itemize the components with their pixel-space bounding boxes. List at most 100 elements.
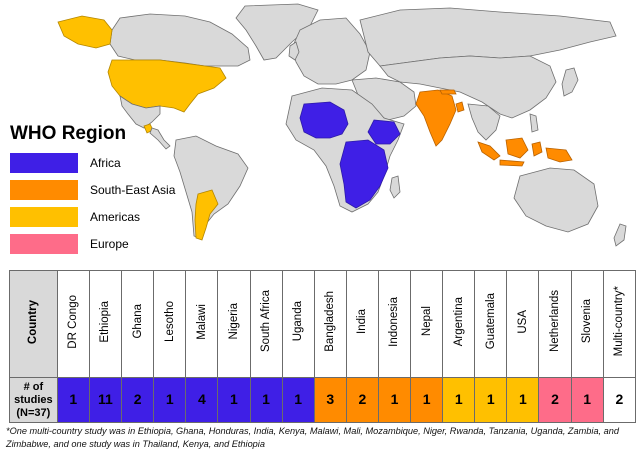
west-africa [299, 101, 349, 139]
legend-item-europe: Europe [10, 234, 190, 254]
legend-item-africa: Africa [10, 153, 190, 173]
study-count: 2 [133, 391, 142, 407]
country-name-cell-indonesia: Indonesia [377, 270, 412, 378]
study-count: 2 [551, 391, 559, 407]
country-name-cell-nigeria: Nigeria [217, 270, 251, 378]
indonesia-sumatra [477, 141, 501, 161]
country-name: Nepal [420, 306, 433, 337]
country-name-cell-dr-congo: DR Congo [56, 270, 90, 378]
legend-swatch-south-east-asia [10, 180, 78, 200]
country-name: Ethiopia [99, 300, 112, 343]
study-count: 1 [583, 391, 592, 407]
country-name-cell-malawi: Malawi [185, 270, 219, 378]
table-row-counts: # of studies (N=37) 1 11 2 1 4 1 1 1 3 2 1 1 1 1 1 2 1 2 [9, 377, 636, 423]
bangladesh [455, 101, 465, 113]
country-name: Lesotho [163, 301, 176, 342]
country-name-cell-south-africa: South Africa [249, 270, 283, 378]
country-name: South Africa [260, 290, 273, 353]
study-count: 1 [454, 391, 463, 407]
indonesia-borneo [505, 137, 529, 159]
usa [107, 59, 227, 113]
count-cell-netherlands: 2 [538, 377, 572, 423]
country-name-cell-ghana: Ghana [121, 270, 155, 378]
country-name-cell-india: India [345, 270, 379, 378]
central-southern-africa [339, 139, 389, 209]
world-map [57, 3, 627, 247]
country-name: Ghana [131, 304, 144, 339]
country-name-cell-ethiopia: Ethiopia [88, 270, 123, 378]
country-name: Bangladesh [324, 291, 337, 352]
nepal [439, 89, 457, 95]
count-cell-argentina: 1 [442, 377, 476, 423]
alaska [57, 15, 113, 49]
study-count: 1 [519, 391, 527, 407]
india [415, 89, 457, 147]
country-name: Nigeria [227, 303, 240, 340]
legend-label: Europe [90, 237, 129, 251]
study-count: 1 [165, 391, 174, 407]
footnote: *One multi-country study was in Ethiopia… [6, 426, 619, 449]
country-name: USA [516, 309, 529, 334]
madagascar [389, 175, 401, 199]
count-cell-slovenia: 1 [570, 377, 604, 423]
country-name-cell-slovenia: Slovenia [570, 270, 604, 378]
study-count: 4 [197, 391, 206, 407]
indonesia-java [499, 159, 525, 167]
header-country-cell: Country [9, 270, 58, 378]
country-name: Argentina [452, 296, 465, 347]
study-count: 1 [390, 391, 399, 407]
indonesia-papua [545, 147, 573, 163]
mexico [119, 95, 161, 129]
study-count: 1 [262, 391, 270, 407]
study-count: 1 [69, 391, 78, 407]
count-cell-south-africa: 1 [249, 377, 283, 423]
count-cell-usa: 1 [506, 377, 540, 423]
japan [561, 67, 579, 97]
study-count: 1 [422, 391, 431, 407]
country-name-cell-lesotho: Lesotho [153, 270, 187, 378]
legend-item-south-east-asia: South-East Asia [10, 180, 190, 200]
legend-swatch-americas [10, 207, 78, 227]
legend: WHO Region Africa South-East Asia Americ… [10, 123, 190, 261]
south-america [173, 135, 249, 239]
header-country: Country [27, 300, 40, 345]
count-cell-lesotho: 1 [153, 377, 187, 423]
study-count: 11 [98, 391, 113, 407]
country-name: Malawi [195, 303, 208, 340]
country-name: Indonesia [388, 296, 401, 347]
ethiopia [367, 119, 401, 145]
count-cell-nepal: 1 [410, 377, 444, 423]
country-name: India [356, 309, 369, 334]
header-studies-cell: # of studies (N=37) [9, 377, 58, 423]
greenland [235, 3, 319, 61]
study-count: 1 [486, 391, 495, 407]
country-name-cell-usa: USA [506, 270, 540, 378]
count-cell-indonesia: 1 [377, 377, 412, 423]
studies-table: Country DR Congo Ethiopia Ghana Lesotho Mala… [9, 270, 636, 423]
header-studies: # of studies (N=37) [14, 380, 53, 419]
study-count: 2 [358, 391, 367, 407]
country-name-cell-bangladesh: Bangladesh [313, 270, 347, 378]
country-name: Uganda [292, 301, 305, 342]
uk [288, 41, 300, 61]
legend-swatch-africa [10, 153, 78, 173]
central-asia-china [379, 55, 557, 119]
legend-item-americas: Americas [10, 207, 190, 227]
country-name-cell-guatemala: Guatemala [474, 270, 508, 378]
country-name-cell-uganda: Uganda [281, 270, 315, 378]
study-count: 3 [326, 391, 335, 407]
study-count: 2 [615, 391, 624, 407]
legend-label: South-East Asia [90, 183, 176, 197]
argentina [194, 189, 219, 241]
count-cell-multi-country: 2 [602, 377, 636, 423]
country-name-cell-netherlands: Netherlands [538, 270, 572, 378]
legend-swatch-europe [10, 234, 78, 254]
count-cell-ghana: 2 [121, 377, 155, 423]
count-cell-dr-congo: 1 [56, 377, 90, 423]
new-zealand [613, 223, 627, 247]
table-row-countries: Country DR Congo Ethiopia Ghana Lesotho Mala… [9, 270, 636, 378]
europe [291, 17, 371, 85]
count-cell-bangladesh: 3 [313, 377, 347, 423]
study-count: 1 [230, 391, 238, 407]
study-count: 1 [294, 391, 303, 407]
